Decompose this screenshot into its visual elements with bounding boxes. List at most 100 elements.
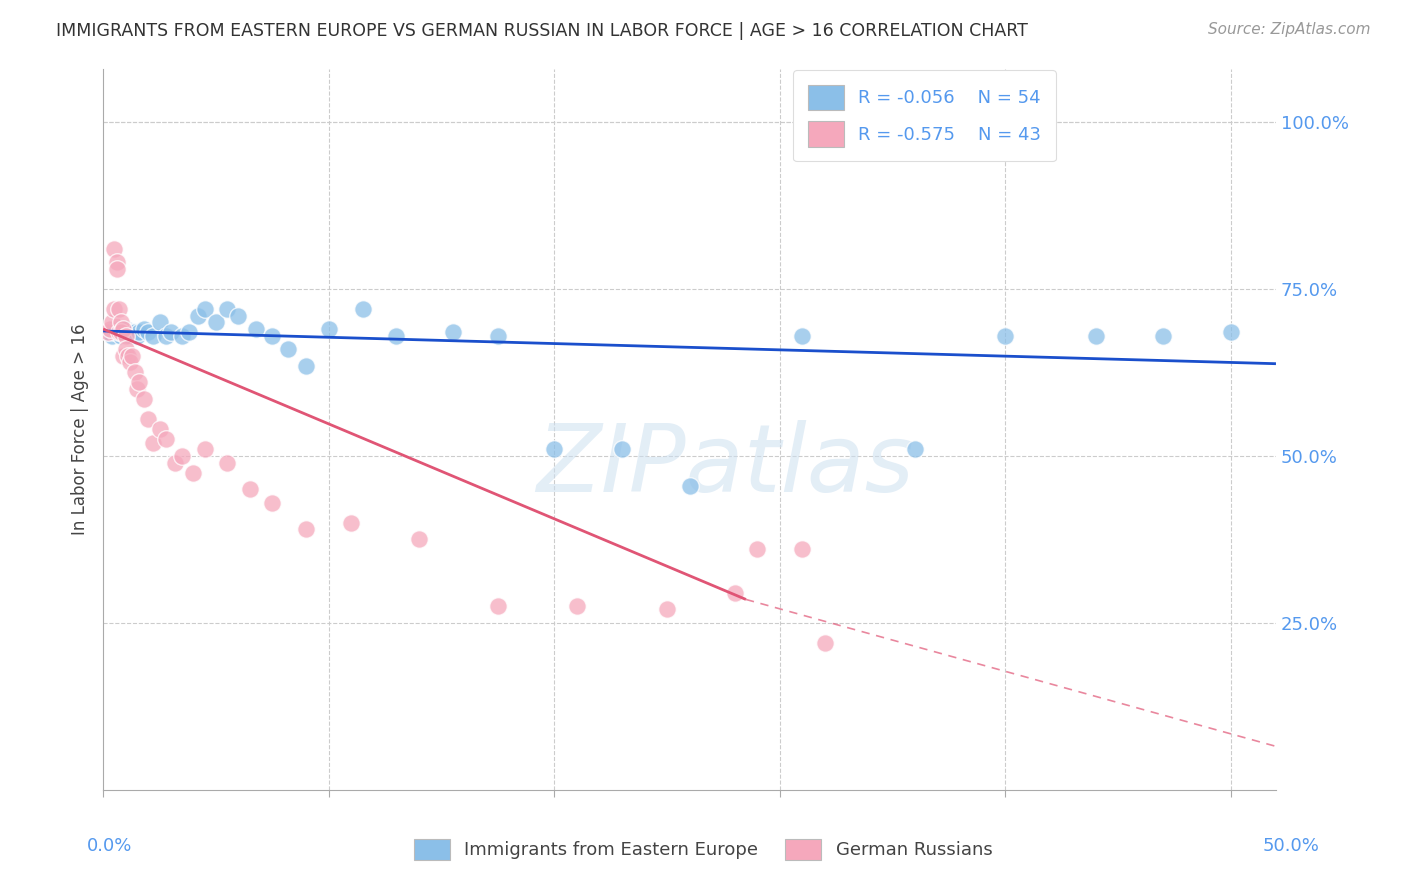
Point — [124, 326, 146, 340]
Point — [121, 326, 143, 340]
Point — [117, 326, 139, 340]
Text: IMMIGRANTS FROM EASTERN EUROPE VS GERMAN RUSSIAN IN LABOR FORCE | AGE > 16 CORRE: IMMIGRANTS FROM EASTERN EUROPE VS GERMAN… — [56, 22, 1028, 40]
Point — [245, 322, 267, 336]
Point — [136, 412, 159, 426]
Text: Source: ZipAtlas.com: Source: ZipAtlas.com — [1208, 22, 1371, 37]
Point — [486, 328, 509, 343]
Point — [183, 466, 205, 480]
Text: ZIPatlas: ZIPatlas — [536, 420, 914, 511]
Point — [125, 328, 148, 343]
Point — [120, 355, 142, 369]
Point — [277, 342, 299, 356]
Point — [103, 322, 125, 336]
Point — [170, 328, 193, 343]
Point — [105, 322, 128, 336]
Point — [148, 315, 170, 329]
Point — [103, 301, 125, 316]
Point — [543, 442, 565, 457]
Point — [101, 322, 124, 336]
Point — [408, 533, 430, 547]
Point — [103, 242, 125, 256]
Point — [114, 342, 136, 356]
Point — [318, 322, 340, 336]
Point — [724, 586, 747, 600]
Point — [904, 442, 927, 457]
Legend: Immigrants from Eastern Europe, German Russians: Immigrants from Eastern Europe, German R… — [406, 831, 1000, 867]
Point — [340, 516, 363, 530]
Point — [110, 315, 132, 329]
Point — [105, 326, 128, 340]
Point — [385, 328, 408, 343]
Point — [904, 135, 927, 149]
Point — [114, 326, 136, 340]
Point — [112, 322, 135, 336]
Point — [110, 326, 132, 340]
Point — [217, 301, 239, 316]
Text: 50.0%: 50.0% — [1263, 837, 1319, 855]
Point — [1084, 328, 1107, 343]
Point — [128, 376, 150, 390]
Point — [98, 322, 121, 336]
Point — [97, 326, 120, 340]
Point — [792, 542, 814, 557]
Point — [112, 326, 135, 340]
Point — [124, 365, 146, 379]
Point — [295, 522, 318, 536]
Point — [108, 326, 131, 340]
Point — [165, 456, 187, 470]
Point — [101, 315, 124, 329]
Point — [655, 602, 678, 616]
Point — [125, 382, 148, 396]
Point — [112, 322, 135, 336]
Point — [97, 326, 120, 340]
Point — [103, 326, 125, 340]
Point — [142, 435, 165, 450]
Point — [132, 322, 155, 336]
Point — [194, 442, 217, 457]
Point — [170, 449, 193, 463]
Point — [262, 495, 284, 509]
Point — [155, 432, 177, 446]
Point — [194, 301, 217, 316]
Point — [142, 328, 165, 343]
Point — [112, 349, 135, 363]
Text: 0.0%: 0.0% — [87, 837, 132, 855]
Point — [110, 326, 132, 340]
Point — [262, 328, 284, 343]
Point — [565, 599, 588, 614]
Point — [352, 301, 374, 316]
Y-axis label: In Labor Force | Age > 16: In Labor Force | Age > 16 — [72, 324, 89, 535]
Point — [217, 456, 239, 470]
Point — [486, 599, 509, 614]
Point — [205, 315, 228, 329]
Point — [108, 322, 131, 336]
Point — [159, 326, 181, 340]
Point — [136, 326, 159, 340]
Point — [1219, 326, 1241, 340]
Point — [128, 326, 150, 340]
Point — [295, 359, 318, 373]
Point — [108, 301, 131, 316]
Point — [105, 255, 128, 269]
Point — [117, 349, 139, 363]
Point — [747, 542, 769, 557]
Point — [994, 328, 1017, 343]
Point — [228, 309, 250, 323]
Point — [98, 326, 121, 340]
Point — [239, 482, 262, 496]
Point — [105, 261, 128, 276]
Point — [678, 479, 700, 493]
Point — [187, 309, 209, 323]
Point — [101, 328, 124, 343]
Legend: R = -0.056    N = 54, R = -0.575    N = 43: R = -0.056 N = 54, R = -0.575 N = 43 — [793, 70, 1056, 161]
Point — [108, 326, 131, 340]
Point — [110, 328, 132, 343]
Point — [441, 326, 464, 340]
Point — [1152, 328, 1174, 343]
Point — [114, 322, 136, 336]
Point — [610, 442, 633, 457]
Point — [177, 326, 200, 340]
Point — [120, 328, 142, 343]
Point — [132, 392, 155, 406]
Point — [148, 422, 170, 436]
